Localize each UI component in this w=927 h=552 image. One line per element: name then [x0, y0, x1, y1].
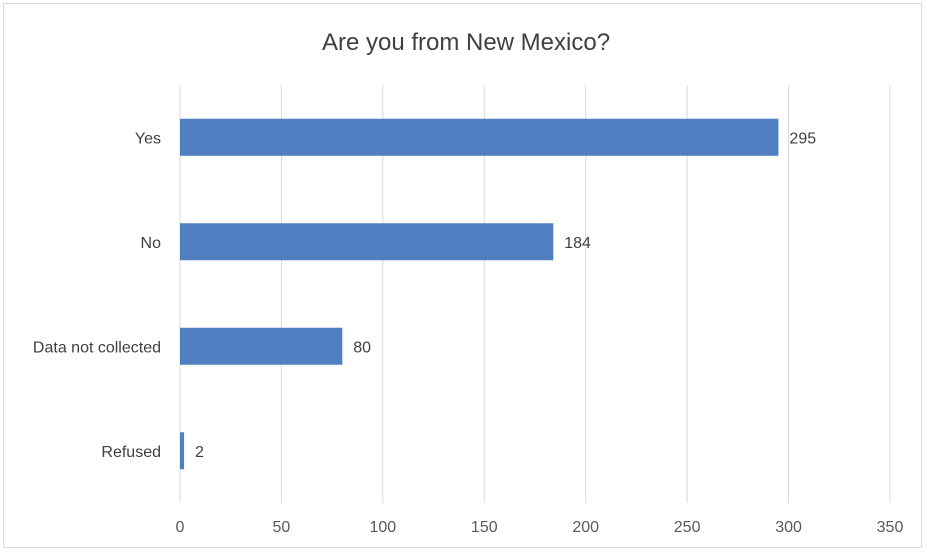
x-tick-label: 50 — [273, 519, 291, 536]
x-tick-label: 150 — [471, 519, 498, 536]
bar-no — [180, 223, 554, 261]
bar-yes — [180, 118, 779, 156]
data-labels: 295 184 80 2 — [195, 130, 816, 461]
category-labels: Yes No Data not collected Refused — [33, 130, 161, 461]
bars — [180, 118, 779, 470]
category-label: No — [141, 235, 162, 252]
category-label: Yes — [135, 130, 161, 147]
x-tick-label: 100 — [370, 519, 397, 536]
bar-refused — [180, 432, 185, 470]
data-label: 2 — [195, 444, 204, 461]
chart-title: Are you from New Mexico? — [322, 29, 610, 56]
x-tick-label: 300 — [775, 519, 802, 536]
x-tick-label: 0 — [176, 519, 185, 536]
bar-data-not-collected — [180, 327, 343, 365]
chart-frame — [3, 3, 922, 548]
x-tick-label: 350 — [877, 519, 904, 536]
category-label: Data not collected — [33, 339, 161, 356]
x-tick-labels: 0 50 100 150 200 250 300 350 — [176, 519, 904, 536]
x-tick-label: 200 — [572, 519, 599, 536]
data-label: 80 — [353, 339, 371, 356]
category-label: Refused — [101, 444, 161, 461]
data-label: 184 — [564, 235, 591, 252]
data-label: 295 — [789, 130, 816, 147]
x-tick-label: 250 — [674, 519, 701, 536]
